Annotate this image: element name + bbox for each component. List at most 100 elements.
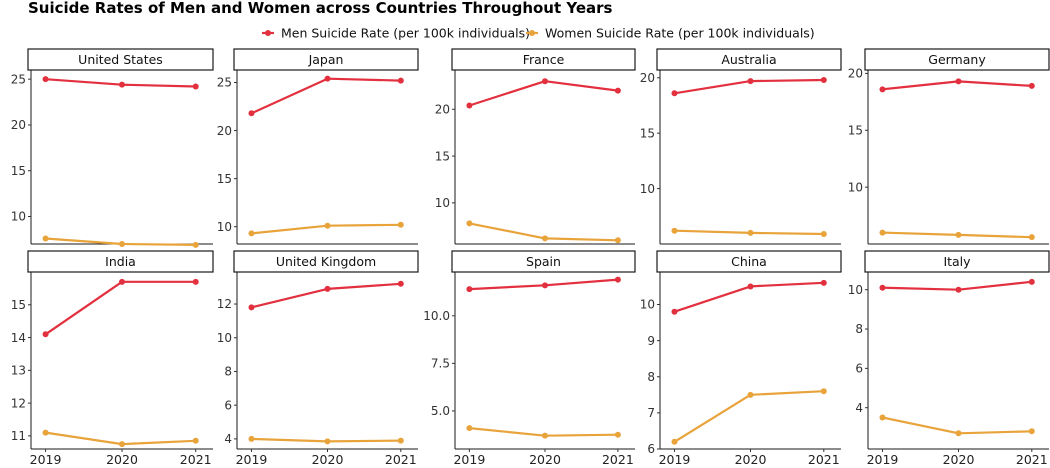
- x-tick-label-china: 2020: [735, 452, 767, 467]
- point-men-united-kingdom-2020: [324, 285, 331, 292]
- point-men-united-states-2019: [42, 76, 49, 83]
- point-men-japan-2019: [248, 110, 255, 117]
- panel-spain: Spain 5.0 7.5 10.0 2019 2020 2021: [423, 250, 636, 467]
- y-tick-label-france: 20: [435, 102, 450, 116]
- point-men-united-kingdom-2021: [397, 280, 404, 287]
- point-women-united-states-2020: [119, 241, 125, 247]
- legend-item-women: Women Suicide Rate (per 100k individuals…: [526, 26, 815, 41]
- y-tick-label-spain: 10.0: [423, 309, 450, 323]
- y-tick-label-united-kingdom: 6: [224, 398, 232, 412]
- panel-china: China 6 7 8 9 10 2019 2020 2021: [640, 250, 842, 467]
- y-tick-label-china: 7: [647, 406, 655, 420]
- point-men-united-states-2021: [192, 83, 199, 90]
- panel-germany: Germany 10 15 20: [848, 48, 1050, 245]
- y-tick-label-france: 15: [435, 149, 450, 163]
- strip-france: [451, 48, 636, 71]
- strip-italy: [864, 250, 1050, 273]
- legend: Men Suicide Rate (per 100k individuals) W…: [262, 26, 815, 41]
- y-tick-label-germany: 10: [848, 180, 863, 194]
- point-women-spain-2019: [466, 425, 473, 432]
- point-men-italy-2021: [1028, 278, 1035, 285]
- legend-label-men: Men Suicide Rate (per 100k individuals): [281, 26, 530, 41]
- strip-label-italy: Italy: [943, 254, 971, 269]
- point-men-united-kingdom-2019: [248, 304, 255, 311]
- y-tick-label-india: 13: [11, 364, 26, 378]
- y-tick-label-united-states: 10: [11, 210, 26, 224]
- y-tick-label-india: 12: [11, 396, 26, 410]
- point-women-italy-2021: [1028, 428, 1035, 435]
- y-tick-label-united-states: 15: [11, 164, 26, 178]
- x-tick-label-india: 2019: [30, 452, 62, 467]
- strip-label-germany: Germany: [928, 52, 986, 67]
- point-men-australia-2019: [671, 90, 678, 97]
- y-tick-label-india: 14: [11, 331, 26, 345]
- chart-title: Suicide Rates of Men and Women across Co…: [28, 0, 613, 17]
- panels: United States 10 15 20 25 Japan 10 15 20 25 France…: [11, 48, 1050, 467]
- y-tick-label-japan: 10: [217, 220, 232, 234]
- y-tick-label-china: 10: [640, 298, 655, 312]
- y-tick-label-italy: 8: [855, 322, 863, 336]
- strip-united-states: [27, 48, 214, 71]
- point-women-australia-2021: [820, 231, 827, 238]
- y-tick-label-india: 15: [11, 298, 26, 312]
- point-men-italy-2019: [879, 284, 886, 291]
- y-tick-label-australia: 10: [640, 182, 655, 196]
- point-women-united-states-2019: [42, 235, 49, 242]
- point-men-china-2020: [747, 283, 754, 290]
- strip-label-japan: Japan: [308, 52, 344, 67]
- point-men-australia-2021: [820, 76, 827, 83]
- point-women-italy-2020: [955, 430, 962, 437]
- point-men-spain-2020: [542, 282, 548, 289]
- x-tick-label-china: 2021: [808, 452, 840, 467]
- y-tick-label-china: 6: [647, 442, 655, 456]
- point-women-united-kingdom-2021: [397, 437, 404, 444]
- strip-japan: [233, 48, 419, 71]
- panel-india: India 11 12 13 14 15 2019 2020 2021: [11, 250, 214, 467]
- point-men-india-2019: [42, 331, 49, 338]
- panel-united-kingdom: United Kingdom 4 6 8 10 12 2019 2020 2021: [217, 250, 419, 467]
- point-women-germany-2020: [955, 231, 962, 238]
- strip-india: [27, 250, 214, 273]
- point-men-china-2021: [820, 279, 827, 286]
- y-tick-label-spain: 7.5: [431, 357, 450, 371]
- point-women-china-2020: [747, 391, 754, 398]
- point-women-france-2019: [466, 220, 473, 227]
- point-women-united-states-2021: [192, 241, 199, 248]
- y-tick-label-united-states: 25: [11, 72, 26, 86]
- series-line-women-china: [673, 390, 825, 443]
- y-tick-label-united-kingdom: 8: [224, 365, 232, 379]
- point-women-japan-2021: [397, 221, 404, 228]
- strip-label-spain: Spain: [526, 254, 561, 269]
- x-tick-label-spain: 2019: [453, 452, 485, 467]
- strip-label-china: China: [731, 254, 767, 269]
- point-women-india-2021: [192, 437, 199, 444]
- legend-marker-women: [529, 30, 535, 36]
- point-men-germany-2019: [879, 86, 886, 93]
- x-tick-label-spain: 2020: [529, 452, 561, 467]
- point-men-spain-2019: [466, 286, 473, 293]
- point-women-spain-2020: [542, 432, 548, 439]
- series-line-men-japan: [250, 77, 402, 115]
- legend-label-women: Women Suicide Rate (per 100k individuals…: [545, 26, 815, 41]
- y-tick-label-italy: 6: [855, 362, 863, 376]
- point-women-france-2021: [614, 237, 621, 244]
- y-tick-label-australia: 15: [640, 126, 655, 140]
- point-men-japan-2021: [397, 77, 404, 84]
- point-women-italy-2019: [879, 414, 886, 421]
- point-women-china-2019: [671, 438, 678, 445]
- point-women-japan-2019: [248, 230, 255, 237]
- y-tick-label-united-kingdom: 12: [217, 297, 232, 311]
- y-tick-label-japan: 25: [217, 76, 232, 90]
- point-men-germany-2021: [1028, 82, 1035, 89]
- y-tick-label-france: 10: [435, 196, 450, 210]
- point-men-united-states-2020: [119, 81, 125, 88]
- point-women-india-2019: [42, 429, 49, 436]
- point-women-japan-2020: [324, 222, 331, 229]
- x-tick-label-china: 2019: [659, 452, 691, 467]
- panel-italy: Italy 4 6 8 10 2019 2020 2021: [848, 250, 1050, 467]
- y-tick-label-italy: 4: [855, 401, 863, 415]
- point-women-australia-2020: [747, 229, 754, 236]
- strip-australia: [656, 48, 842, 71]
- strip-germany: [864, 48, 1050, 71]
- y-tick-label-china: 9: [647, 334, 655, 348]
